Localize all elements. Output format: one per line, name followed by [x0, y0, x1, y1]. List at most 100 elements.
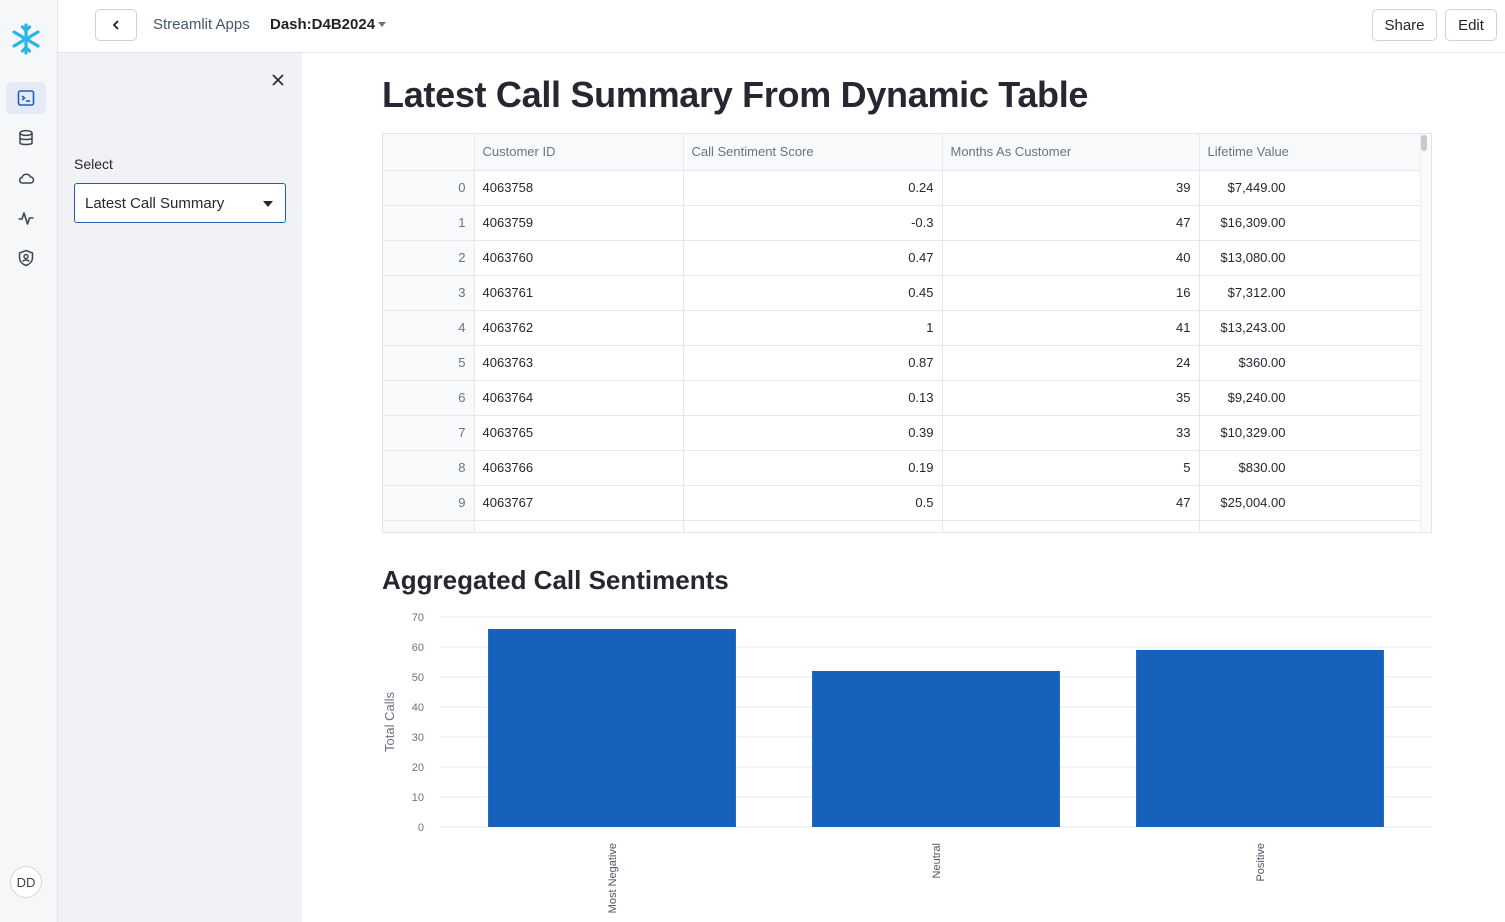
- lifetime-value-cell[interactable]: $25,004.00: [1199, 485, 1430, 521]
- table-row[interactable]: 5 4063763 0.87 24 $360.00: [383, 345, 1430, 381]
- table-row[interactable]: 4 4063762 1 41 $13,243.00: [383, 310, 1430, 346]
- y-tick-label: 60: [412, 642, 424, 654]
- months-cell[interactable]: 16: [942, 275, 1200, 311]
- lifetime-value-cell[interactable]: $360.00: [1199, 345, 1430, 381]
- column-header[interactable]: Customer ID: [474, 134, 684, 171]
- table-row[interactable]: 7 4063765 0.39 33 $10,329.00: [383, 415, 1430, 451]
- empty-cell: [683, 520, 943, 532]
- customer-id-cell[interactable]: 4063766: [474, 450, 684, 486]
- table-row[interactable]: 3 4063761 0.45 16 $7,312.00: [383, 275, 1430, 311]
- y-tick-label: 0: [418, 822, 424, 834]
- customer-id-cell[interactable]: 4063763: [474, 345, 684, 381]
- row-index[interactable]: 8: [383, 450, 475, 486]
- months-cell[interactable]: 33: [942, 415, 1200, 451]
- chevron-left-icon: [112, 20, 119, 30]
- lifetime-value-cell[interactable]: $7,449.00: [1199, 170, 1430, 206]
- months-cell[interactable]: 24: [942, 345, 1200, 381]
- nav-data-products[interactable]: [6, 162, 46, 194]
- table-row[interactable]: 8 4063766 0.19 5 $830.00: [383, 450, 1430, 486]
- customer-id-cell[interactable]: 4063761: [474, 275, 684, 311]
- left-nav-rail: DD: [0, 0, 58, 922]
- customer-id-cell[interactable]: 4063758: [474, 170, 684, 206]
- row-index[interactable]: 6: [383, 380, 475, 416]
- months-cell[interactable]: 39: [942, 170, 1200, 206]
- select-value: Latest Call Summary: [85, 195, 225, 212]
- close-icon[interactable]: [268, 70, 288, 90]
- app-name-dropdown[interactable]: Dash:D4B2024: [270, 16, 376, 33]
- lifetime-value-cell[interactable]: $10,329.00: [1199, 415, 1430, 451]
- lifetime-value-cell[interactable]: $13,243.00: [1199, 310, 1430, 346]
- months-cell[interactable]: 40: [942, 240, 1200, 276]
- table-row-partial[interactable]: [383, 520, 1430, 532]
- table-row[interactable]: 1 4063759 -0.3 47 $16,309.00: [383, 205, 1430, 241]
- snowflake-logo-icon[interactable]: [9, 22, 43, 56]
- customer-id-cell[interactable]: 4063765: [474, 415, 684, 451]
- customer-id-cell[interactable]: 4063760: [474, 240, 684, 276]
- lifetime-value-cell[interactable]: $16,309.00: [1199, 205, 1430, 241]
- row-index[interactable]: 4: [383, 310, 475, 346]
- table-row[interactable]: 0 4063758 0.24 39 $7,449.00: [383, 170, 1430, 206]
- customer-id-cell[interactable]: 4063764: [474, 380, 684, 416]
- nav-monitoring[interactable]: [6, 202, 46, 234]
- row-index[interactable]: 3: [383, 275, 475, 311]
- row-index[interactable]: 9: [383, 485, 475, 521]
- table-row[interactable]: 2 4063760 0.47 40 $13,080.00: [383, 240, 1430, 276]
- sentiment-score-cell[interactable]: 0.24: [683, 170, 943, 206]
- bar-neutral: [812, 671, 1060, 827]
- sentiment-score-cell[interactable]: 0.47: [683, 240, 943, 276]
- y-tick-label: 50: [412, 672, 424, 684]
- x-tick-label: Positive: [1255, 843, 1267, 882]
- months-cell[interactable]: 47: [942, 205, 1200, 241]
- sentiment-bar-chart: 0 10 20 30 40 50 60 70 Total Calls Most Negative N…: [382, 612, 1432, 913]
- row-index[interactable]: 7: [383, 415, 475, 451]
- empty-cell: [1199, 520, 1430, 532]
- row-index[interactable]: 1: [383, 205, 475, 241]
- y-tick-label: 10: [412, 792, 424, 804]
- app-sidebar: Select Latest Call Summary: [58, 53, 302, 922]
- table-scroll-track[interactable]: [1420, 134, 1431, 532]
- chevron-down-icon: [263, 201, 273, 207]
- sentiment-score-cell[interactable]: 0.19: [683, 450, 943, 486]
- sentiment-score-cell[interactable]: 0.13: [683, 380, 943, 416]
- column-header[interactable]: Lifetime Value: [1199, 134, 1430, 171]
- x-tick-label: Most Negative: [607, 843, 619, 913]
- nav-data[interactable]: [6, 122, 46, 154]
- sentiment-score-cell[interactable]: 0.87: [683, 345, 943, 381]
- column-header[interactable]: [383, 134, 475, 171]
- sentiment-score-cell[interactable]: -0.3: [683, 205, 943, 241]
- column-header[interactable]: Call Sentiment Score: [683, 134, 943, 171]
- sentiment-score-cell[interactable]: 0.39: [683, 415, 943, 451]
- table-row[interactable]: 6 4063764 0.13 35 $9,240.00: [383, 380, 1430, 416]
- share-button[interactable]: Share: [1372, 9, 1437, 41]
- back-button[interactable]: [95, 9, 137, 41]
- row-index[interactable]: 5: [383, 345, 475, 381]
- customer-table: Customer ID Call Sentiment Score Months As…: [383, 134, 1430, 532]
- months-cell[interactable]: 47: [942, 485, 1200, 521]
- breadcrumb-streamlit-apps[interactable]: Streamlit Apps: [153, 16, 250, 33]
- months-cell[interactable]: 35: [942, 380, 1200, 416]
- data-table[interactable]: Customer ID Call Sentiment Score Months As…: [382, 133, 1432, 533]
- sentiment-score-cell[interactable]: 1: [683, 310, 943, 346]
- sentiment-score-cell[interactable]: 0.5: [683, 485, 943, 521]
- page-select[interactable]: Latest Call Summary: [74, 183, 286, 223]
- user-avatar[interactable]: DD: [10, 866, 42, 898]
- table-scrollbar[interactable]: [1421, 135, 1427, 151]
- column-header[interactable]: Months As Customer: [942, 134, 1200, 171]
- nav-worksheets[interactable]: [6, 82, 46, 114]
- months-cell[interactable]: 41: [942, 310, 1200, 346]
- lifetime-value-cell[interactable]: $13,080.00: [1199, 240, 1430, 276]
- lifetime-value-cell[interactable]: $9,240.00: [1199, 380, 1430, 416]
- customer-id-cell[interactable]: 4063767: [474, 485, 684, 521]
- customer-id-cell[interactable]: 4063762: [474, 310, 684, 346]
- edit-button[interactable]: Edit: [1445, 9, 1497, 41]
- lifetime-value-cell[interactable]: $830.00: [1199, 450, 1430, 486]
- table-row[interactable]: 9 4063767 0.5 47 $25,004.00: [383, 485, 1430, 521]
- chevron-down-icon[interactable]: [378, 22, 386, 27]
- lifetime-value-cell[interactable]: $7,312.00: [1199, 275, 1430, 311]
- months-cell[interactable]: 5: [942, 450, 1200, 486]
- row-index[interactable]: 2: [383, 240, 475, 276]
- sentiment-score-cell[interactable]: 0.45: [683, 275, 943, 311]
- nav-admin[interactable]: [6, 242, 46, 274]
- customer-id-cell[interactable]: 4063759: [474, 205, 684, 241]
- row-index[interactable]: 0: [383, 170, 475, 206]
